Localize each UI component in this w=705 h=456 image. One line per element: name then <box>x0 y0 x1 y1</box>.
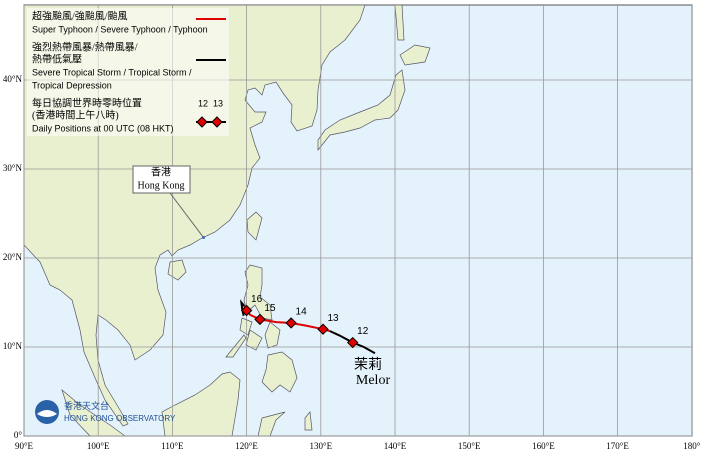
lat-label: 10°N <box>3 341 23 351</box>
storm-name-zh: 茉莉 <box>354 356 382 373</box>
legend-daily-marker <box>211 116 223 128</box>
daily-position-label: 13 <box>327 313 339 324</box>
legend-storm-zh-2: 熱帶低氣壓 <box>32 52 82 65</box>
legend-sample-label: 13 <box>213 98 223 108</box>
daily-position <box>285 317 297 329</box>
daily-position <box>254 313 266 326</box>
lon-label: 170°E <box>606 441 629 451</box>
daily-position-label: 15 <box>264 303 276 314</box>
lon-label: 100°E <box>87 441 110 451</box>
daily-position-label: 14 <box>296 307 308 318</box>
lon-label: 140°E <box>384 441 407 451</box>
place-box <box>132 165 191 194</box>
place-name-zh: 香港 <box>151 166 171 178</box>
legend-typhoon-en: Super Typhoon / Severe Typhoon / Typhoon <box>32 24 208 34</box>
axis-labels: 90°E 100°E 110°E 120°E 130°E 140°E 150°E 160°E 1… <box>3 74 701 451</box>
lat-label: 0° <box>14 430 23 440</box>
logo: 香港天文台 HONG KONG OBSERVATORY <box>35 400 176 424</box>
place-name-en: Hong Kong <box>138 180 185 191</box>
logo-wave <box>37 410 57 417</box>
place-label: 香港 Hong Kong <box>132 165 204 238</box>
daily-position <box>317 323 329 335</box>
legend-daily-marker <box>196 116 208 128</box>
logo-en: HONG KONG OBSERVATORY <box>64 414 176 423</box>
lat-label: 30°N <box>3 163 23 173</box>
lat-label: 20°N <box>3 252 23 262</box>
storm-name-en: Melor <box>356 373 391 388</box>
legend-storm-en-1: Severe Tropical Storm / Tropical Storm / <box>32 67 192 77</box>
legend-typhoon-zh: 超強颱風/強颱風/颱風 <box>32 9 128 22</box>
lat-label: 40°N <box>3 74 23 84</box>
lon-label: 110°E <box>161 441 184 451</box>
legend-storm-en-2: Tropical Depression <box>32 80 112 90</box>
daily-position-label: 12 <box>357 326 369 337</box>
lon-label: 160°E <box>532 441 555 451</box>
lon-label: 130°E <box>309 441 332 451</box>
lon-label: 120°E <box>235 441 258 451</box>
lon-label: 150°E <box>458 441 481 451</box>
place-pointer <box>169 192 204 238</box>
legend-box <box>27 8 229 136</box>
legend-daily-zh-1: 每日協調世界時零時位置 <box>32 96 142 109</box>
legend: 超強颱風/強颱風/颱風 Super Typhoon / Severe Typho… <box>27 8 229 136</box>
lon-label: 90°E <box>15 441 34 451</box>
legend-daily-zh-2: (香港時間上午八時) <box>32 108 119 121</box>
daily-position-label: 16 <box>251 294 263 305</box>
legend-sample-label: 12 <box>198 98 208 108</box>
daily-position <box>346 336 359 349</box>
daily-position <box>240 304 253 317</box>
lon-label: 180° <box>683 441 701 451</box>
legend-storm-zh-1: 強烈熱帶風暴/熱帶風暴/ <box>32 40 138 53</box>
logo-zh: 香港天文台 <box>64 400 109 411</box>
legend-daily-en: Daily Positions at 00 UTC (08 HKT) <box>32 123 174 133</box>
